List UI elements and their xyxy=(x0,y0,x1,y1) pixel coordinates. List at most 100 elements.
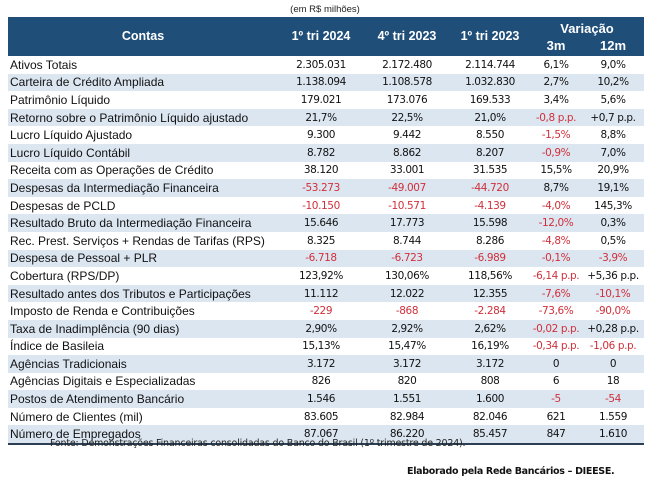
value-1tri-2024: 1.546 xyxy=(278,390,364,408)
value-1tri-2024: 2,90% xyxy=(278,319,364,338)
table-row: Agências Tradicionais 3.172 3.172 3.172 0 0 xyxy=(8,355,644,373)
table-row: Ativos Totais 2.305.031 2.172.480 2.114.744… xyxy=(8,54,644,74)
value-1tri-2024: 11.112 xyxy=(278,284,364,303)
variation-3m: -4,8% xyxy=(530,231,582,250)
variation-12m: 10,2% xyxy=(582,73,644,92)
variation-12m: 145,3% xyxy=(582,196,644,215)
value-1tri-2024: 179.021 xyxy=(278,91,364,109)
value-1tri-2023: 1.032.830 xyxy=(450,73,530,92)
table-row: Despesas da Intermediação Financeira -53.… xyxy=(8,179,644,197)
variation-12m: +0,28 p.p. xyxy=(582,319,644,338)
value-1tri-2024: 2.305.031 xyxy=(278,54,364,74)
row-label: Taxa de Inadimplência (90 dias) xyxy=(8,319,278,338)
value-4tri-2023: 15,47% xyxy=(364,337,450,356)
value-4tri-2023: 173.076 xyxy=(364,91,450,109)
value-4tri-2023: -10.571 xyxy=(364,196,450,215)
value-4tri-2023: 3.172 xyxy=(364,355,450,373)
variation-12m: -3,9% xyxy=(582,249,644,268)
value-4tri-2023: 2.172.480 xyxy=(364,54,450,74)
variation-12m: +5,36 p.p. xyxy=(582,267,644,285)
value-1tri-2023: -44.720 xyxy=(450,179,530,197)
value-1tri-2023: -6.989 xyxy=(450,249,530,268)
variation-3m: -0,1% xyxy=(530,249,582,268)
row-label: Receita com as Operações de Crédito xyxy=(8,161,278,180)
value-1tri-2023: 2.114.744 xyxy=(450,54,530,74)
value-1tri-2023: 169.533 xyxy=(450,91,530,109)
variation-3m: -0,34 p.p. xyxy=(530,337,582,356)
value-4tri-2023: -6.723 xyxy=(364,249,450,268)
table-row: Resultado Bruto da Intermediação Finance… xyxy=(8,214,644,232)
row-label: Rec. Prest. Serviços + Rendas de Tarifas… xyxy=(8,231,278,250)
row-label: Agências Tradicionais xyxy=(8,355,278,373)
table-row: Receita com as Operações de Crédito 38.12… xyxy=(8,161,644,180)
variation-12m: 8,8% xyxy=(582,126,644,144)
header-4tri-2023: 4º tri 2023 xyxy=(364,17,450,55)
variation-12m: 0,3% xyxy=(582,214,644,232)
value-1tri-2024: 9.300 xyxy=(278,126,364,144)
value-1tri-2023: 118,56% xyxy=(450,267,530,285)
value-4tri-2023: 22,5% xyxy=(364,108,450,127)
variation-3m: 3,4% xyxy=(530,91,582,109)
table-row: Postos de Atendimento Bancário 1.546 1.551… xyxy=(8,390,644,408)
source-note: Fonte: Demonstrações Financeiras consoli… xyxy=(50,438,466,449)
value-1tri-2023: 3.172 xyxy=(450,355,530,373)
unit-note-text: (em R$ milhões) xyxy=(290,4,360,15)
variation-12m: 1.559 xyxy=(582,407,644,426)
credit-note: Elaborado pela Rede Bancários – DIEESE. xyxy=(407,466,615,477)
value-1tri-2024: -53.273 xyxy=(278,179,364,197)
table-header: Contas 1º tri 2024 4º tri 2023 1º tri 20… xyxy=(8,17,644,56)
table-row: Número de Clientes (mil) 83.605 82.984 82.0… xyxy=(8,407,644,426)
variation-12m: -10,1% xyxy=(582,284,644,303)
header-contas: Contas xyxy=(8,17,278,55)
variation-12m: 7,0% xyxy=(582,143,644,162)
variation-3m: 6,1% xyxy=(530,54,582,74)
value-4tri-2023: 8.862 xyxy=(364,143,450,162)
value-4tri-2023: 8.744 xyxy=(364,231,450,250)
row-label: Resultado Bruto da Intermediação Finance… xyxy=(8,214,278,232)
variation-3m: -0,02 p.p. xyxy=(530,319,582,338)
variation-3m: 621 xyxy=(530,407,582,426)
variation-3m: -4,0% xyxy=(530,196,582,215)
variation-3m: 8,7% xyxy=(530,179,582,197)
value-1tri-2024: 8.782 xyxy=(278,143,364,162)
variation-3m: -7,6% xyxy=(530,284,582,303)
header-variacao: Variação xyxy=(530,17,644,36)
variation-3m: 6 xyxy=(530,372,582,391)
value-4tri-2023: -49.007 xyxy=(364,179,450,197)
table-row: Carteira de Crédito Ampliada 1.138.094 1.1… xyxy=(8,73,644,92)
table-row: Patrimônio Líquido 179.021 173.076 169.533 3… xyxy=(8,91,644,109)
value-4tri-2023: 130,06% xyxy=(364,267,450,285)
row-label: Postos de Atendimento Bancário xyxy=(8,390,278,408)
unit-note: (em R$ milhões) xyxy=(0,4,650,15)
table-row: Rec. Prest. Serviços + Rendas de Tarifas… xyxy=(8,231,644,250)
value-1tri-2023: 12.355 xyxy=(450,284,530,303)
row-label: Número de Empregados xyxy=(8,425,278,446)
variation-3m: -12,0% xyxy=(530,214,582,232)
variation-12m: -90,0% xyxy=(582,302,644,320)
value-1tri-2023: 808 xyxy=(450,372,530,391)
value-4tri-2023: 1.551 xyxy=(364,390,450,408)
value-1tri-2023: 15.598 xyxy=(450,214,530,232)
row-label: Retorno sobre o Patrimônio Líquido ajust… xyxy=(8,108,278,127)
row-label: Número de Clientes (mil) xyxy=(8,407,278,426)
row-label: Despesas da Intermediação Financeira xyxy=(8,179,278,197)
variation-3m: -0,8 p.p. xyxy=(530,108,582,127)
variation-12m: 0,5% xyxy=(582,231,644,250)
table-row: Número de Empregados 87.067 86.220 85.457 84… xyxy=(8,425,644,446)
value-1tri-2024: 826 xyxy=(278,372,364,391)
value-1tri-2024: 21,7% xyxy=(278,108,364,127)
row-label: Patrimônio Líquido xyxy=(8,91,278,109)
value-1tri-2024: -6.718 xyxy=(278,249,364,268)
row-label: Cobertura (RPS/DP) xyxy=(8,267,278,285)
value-1tri-2023: -2.284 xyxy=(450,302,530,320)
variation-3m: -6,14 p.p. xyxy=(530,267,582,285)
table-row: Resultado antes dos Tributos e Participa… xyxy=(8,284,644,303)
variation-12m: -54 xyxy=(582,390,644,408)
table-row: Agências Digitais e Especializadas 826 820… xyxy=(8,372,644,391)
value-1tri-2023: 85.457 xyxy=(450,425,530,446)
table-row: Retorno sobre o Patrimônio Líquido ajust… xyxy=(8,108,644,127)
table-row: Índice de Basileia 15,13% 15,47% 16,19% -0,3… xyxy=(8,337,644,356)
row-label: Lucro Líquido Ajustado xyxy=(8,126,278,144)
value-1tri-2024: 8.325 xyxy=(278,231,364,250)
value-1tri-2023: 16,19% xyxy=(450,337,530,356)
